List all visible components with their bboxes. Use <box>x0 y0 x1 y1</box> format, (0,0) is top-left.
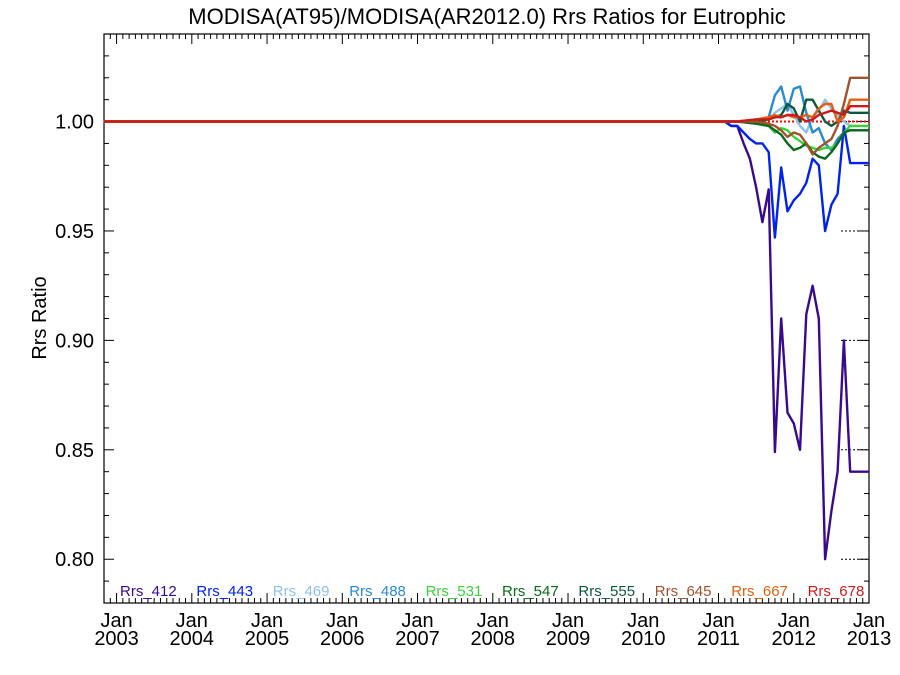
x-tick-label-month: Jan <box>702 610 734 632</box>
series-line-rrs_678 <box>103 104 869 123</box>
x-tick-label-month: Jan <box>477 610 509 632</box>
y-tick-label: 0.90 <box>55 330 94 352</box>
series-line-rrs_443 <box>103 120 869 239</box>
x-tick-label-month: Jan <box>401 610 433 632</box>
x-tick-label-year: 2012 <box>772 628 817 650</box>
x-tick-label-year: 2009 <box>546 628 591 650</box>
x-tick-label-year: 2010 <box>621 628 666 650</box>
y-tick-label: 1.00 <box>55 112 94 134</box>
x-tick-label-month: Jan <box>778 610 810 632</box>
x-tick-label-year: 2008 <box>471 628 516 650</box>
x-tick-label-year: 2005 <box>245 628 290 650</box>
y-axis-label: Rrs Ratio <box>29 276 51 359</box>
x-tick-label-year: 2011 <box>697 628 740 650</box>
legend-label-rrs_469: Rrs_469 <box>273 583 330 600</box>
legend-label-rrs_443: Rrs_443 <box>196 583 253 600</box>
x-tick-label-year: 2003 <box>94 628 139 650</box>
x-tick-label-year: 2006 <box>320 628 365 650</box>
series-line-rrs_645 <box>103 76 869 156</box>
legend-label-rrs_678: Rrs_678 <box>808 583 865 600</box>
series-line-rrs_469 <box>103 98 869 134</box>
x-tick-label-month: Jan <box>326 610 358 632</box>
plot-area: 0.800.850.900.951.00Jan2003Jan2004Jan200… <box>55 33 892 650</box>
x-tick-label-month: Jan <box>100 610 132 632</box>
series-line-rrs_531 <box>103 120 869 152</box>
x-tick-label-month: Jan <box>552 610 584 632</box>
x-tick-label-month: Jan <box>176 610 208 632</box>
y-tick-label: 0.95 <box>55 221 94 243</box>
chart-title: MODISA(AT95)/MODISA(AR2012.0) Rrs Ratios… <box>188 4 785 29</box>
x-tick-label-month: Jan <box>251 610 283 632</box>
legend-label-rrs_555: Rrs_555 <box>578 583 635 600</box>
legend-label-rrs_667: Rrs_667 <box>731 583 788 600</box>
series-line-rrs_412 <box>103 120 869 561</box>
x-tick-label-year: 2013 <box>847 628 892 650</box>
legend-label-rrs_488: Rrs_488 <box>349 583 406 600</box>
y-tick-label: 0.85 <box>55 440 94 462</box>
legend-label-rrs_531: Rrs_531 <box>426 583 483 600</box>
x-tick-label-year: 2004 <box>170 628 215 650</box>
series-line-rrs_488 <box>103 85 869 152</box>
x-tick-label-year: 2007 <box>395 628 440 650</box>
legend-label-rrs_412: Rrs_412 <box>120 583 177 600</box>
y-tick-label: 0.80 <box>55 549 94 571</box>
x-tick-label-month: Jan <box>627 610 659 632</box>
legend-label-rrs_547: Rrs_547 <box>502 583 559 600</box>
legend-label-rrs_645: Rrs_645 <box>655 583 712 600</box>
series-line-rrs_667 <box>103 98 869 123</box>
series-line-rrs_547 <box>103 120 869 160</box>
x-tick-label-month: Jan <box>853 610 885 632</box>
